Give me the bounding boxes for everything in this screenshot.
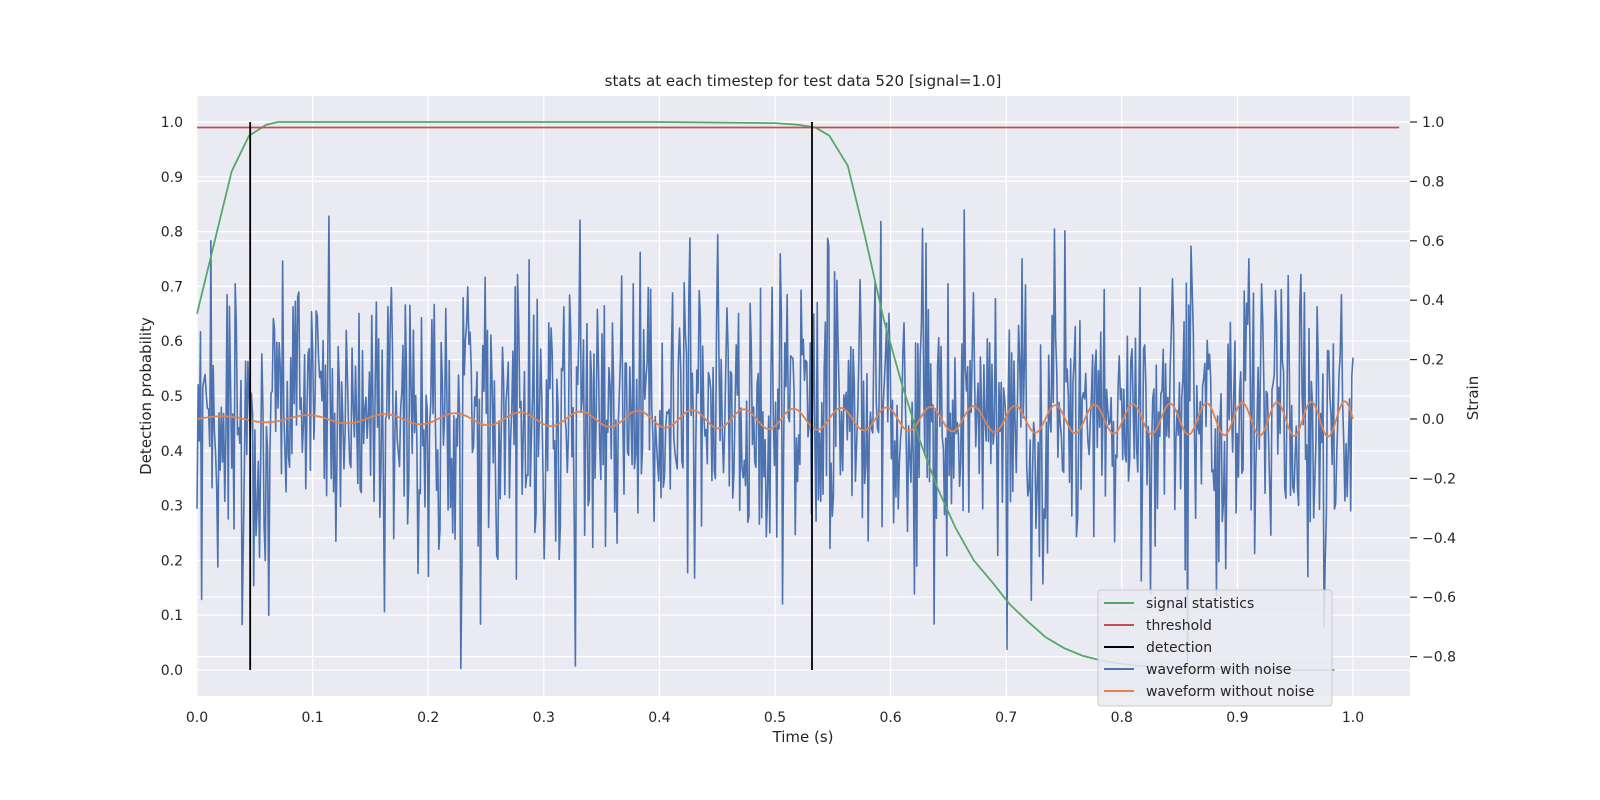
x-tick-label: 0.6 bbox=[879, 710, 901, 726]
legend-label-detection: detection bbox=[1146, 640, 1212, 656]
y2-tick-label: 0.6 bbox=[1422, 234, 1444, 250]
y-tick-label: 0.4 bbox=[161, 444, 183, 460]
y2-axis-label: Strain bbox=[1464, 376, 1482, 420]
x-tick-label: 0.1 bbox=[301, 710, 323, 726]
y-tick-label: 0.0 bbox=[161, 663, 183, 679]
y2-tick-label: 0.2 bbox=[1422, 353, 1444, 369]
y-tick-label: 0.1 bbox=[161, 608, 183, 624]
x-tick-label: 0.9 bbox=[1226, 710, 1248, 726]
legend-label-waveform-without-noise: waveform without noise bbox=[1146, 684, 1314, 700]
legend-box bbox=[1097, 589, 1333, 707]
x-tick-label: 0.5 bbox=[764, 710, 786, 726]
x-axis-ticks: 0.0 0.1 0.2 0.3 0.4 0.5 0.6 0.7 0.8 0.9 1.0 bbox=[186, 710, 1364, 726]
legend: signal statistics threshold detection wa… bbox=[1097, 589, 1333, 707]
legend-label-waveform-with-noise: waveform with noise bbox=[1146, 662, 1291, 678]
chart-title: stats at each timestep for test data 520… bbox=[605, 72, 1002, 90]
y2-axis-ticks: −0.8 −0.6 −0.4 −0.2 0.0 0.2 0.4 0.6 0.8 1.0 bbox=[1410, 115, 1456, 666]
y-axis-label: Detection probability bbox=[137, 317, 155, 475]
y2-tick-label: −0.4 bbox=[1422, 531, 1456, 547]
y-tick-label: 0.5 bbox=[161, 389, 183, 405]
y-tick-label: 0.8 bbox=[161, 225, 183, 241]
x-tick-label: 1.0 bbox=[1342, 710, 1364, 726]
y2-tick-label: 0.0 bbox=[1422, 412, 1444, 428]
y2-tick-label: 0.4 bbox=[1422, 293, 1444, 309]
x-tick-label: 0.0 bbox=[186, 710, 208, 726]
y-tick-label: 0.2 bbox=[161, 553, 183, 569]
legend-label-threshold: threshold bbox=[1146, 618, 1212, 634]
y-axis-ticks: 0.0 0.1 0.2 0.3 0.4 0.5 0.6 0.7 0.8 0.9 1.0 bbox=[161, 115, 183, 679]
y2-tick-label: −0.8 bbox=[1422, 650, 1456, 666]
x-tick-label: 0.3 bbox=[533, 710, 555, 726]
x-tick-label: 0.4 bbox=[648, 710, 670, 726]
y2-tick-label: −0.2 bbox=[1422, 471, 1456, 487]
y-tick-label: 0.6 bbox=[161, 334, 183, 350]
x-tick-label: 0.7 bbox=[995, 710, 1017, 726]
x-tick-label: 0.8 bbox=[1111, 710, 1133, 726]
y-tick-label: 1.0 bbox=[161, 115, 183, 131]
series-waveform-without-noise bbox=[196, 400, 1354, 438]
legend-label-signal-statistics: signal statistics bbox=[1146, 596, 1254, 612]
x-tick-label: 0.2 bbox=[417, 710, 439, 726]
series-waveform-with-noise bbox=[196, 209, 1354, 670]
y2-tick-label: 0.8 bbox=[1422, 174, 1444, 190]
x-axis-label: Time (s) bbox=[772, 728, 834, 746]
y-tick-label: 0.9 bbox=[161, 170, 183, 186]
y-tick-label: 0.3 bbox=[161, 499, 183, 515]
y2-tick-label: 1.0 bbox=[1422, 115, 1444, 131]
y-tick-label: 0.7 bbox=[161, 279, 183, 295]
y2-tick-label: −0.6 bbox=[1422, 590, 1456, 606]
